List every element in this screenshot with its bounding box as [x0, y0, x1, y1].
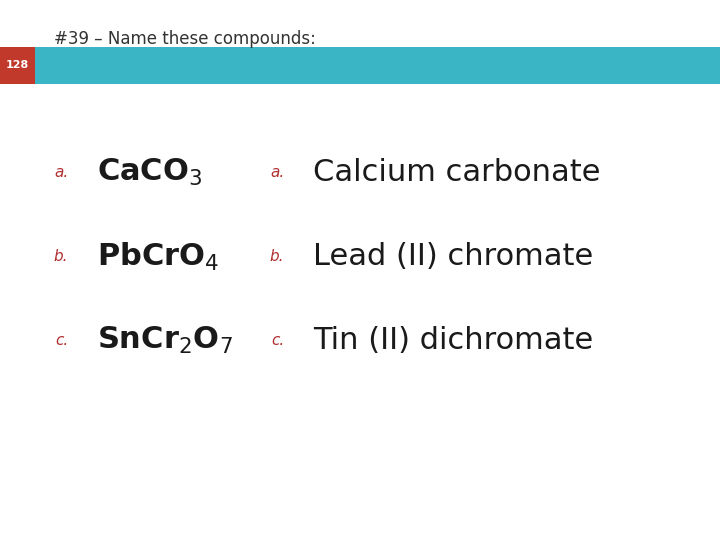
Text: b.: b.: [54, 249, 68, 264]
Text: Tin (II) dichromate: Tin (II) dichromate: [313, 326, 593, 355]
Text: c.: c.: [271, 333, 284, 348]
Text: $\mathbf{SnCr}_{2}\mathbf{O}_{7}$: $\mathbf{SnCr}_{2}\mathbf{O}_{7}$: [97, 325, 233, 356]
Text: Calcium carbonate: Calcium carbonate: [313, 158, 600, 187]
Text: a.: a.: [54, 165, 68, 180]
Text: $\mathbf{CaCO}_{3}$: $\mathbf{CaCO}_{3}$: [97, 157, 203, 188]
Text: 128: 128: [6, 60, 29, 70]
Text: b.: b.: [270, 249, 284, 264]
Text: Lead (II) chromate: Lead (II) chromate: [313, 242, 593, 271]
Bar: [0, 47, 35, 84]
Text: c.: c.: [55, 333, 68, 348]
Text: #39 – Name these compounds:: #39 – Name these compounds:: [54, 30, 316, 48]
Text: $\mathbf{PbCrO}_{4}$: $\mathbf{PbCrO}_{4}$: [97, 240, 220, 273]
Text: a.: a.: [270, 165, 284, 180]
Bar: [35, 47, 720, 84]
